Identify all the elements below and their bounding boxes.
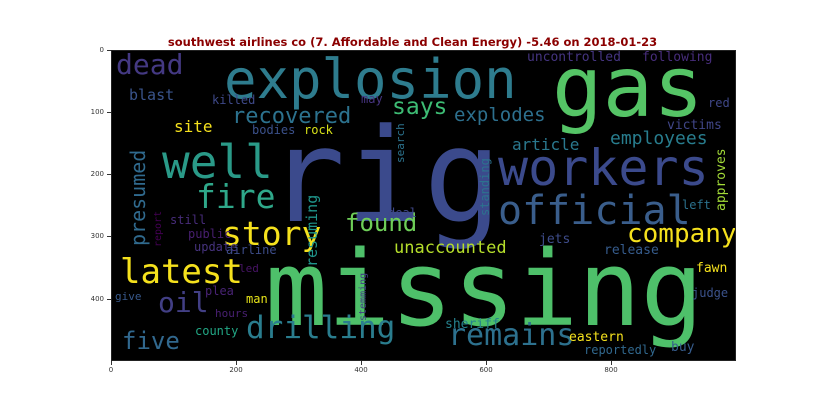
word-unaccounted: unaccounted bbox=[394, 238, 507, 258]
word-county: county bbox=[195, 324, 239, 338]
x-tick-label: 800 bbox=[604, 366, 618, 374]
y-tick-label: 0 bbox=[99, 46, 104, 54]
word-recovered: recovered bbox=[232, 104, 352, 129]
x-tick-mark bbox=[111, 361, 112, 365]
word-remains: remains bbox=[448, 318, 575, 353]
y-tick-mark bbox=[107, 236, 111, 237]
word-company: company bbox=[627, 219, 736, 249]
word-reportedly: reportedly bbox=[584, 343, 657, 357]
word-employees: employees bbox=[610, 128, 708, 149]
word-standing: standing bbox=[478, 158, 492, 216]
word-drilling: drilling bbox=[246, 310, 396, 346]
word-oil: oil bbox=[158, 286, 209, 319]
word-official: official bbox=[498, 188, 691, 234]
wordcloud-plot-area: rig missing gas explosion workers well o… bbox=[111, 50, 736, 361]
word-latest: latest bbox=[120, 252, 243, 292]
x-tick-mark bbox=[611, 361, 612, 365]
word-plea: plea bbox=[205, 284, 234, 298]
word-still: still bbox=[170, 213, 207, 227]
word-left: left bbox=[682, 198, 711, 212]
word-victims: victims bbox=[667, 118, 722, 133]
word-uncontrolled: uncontrolled bbox=[527, 50, 621, 65]
word-killed: killed bbox=[212, 93, 256, 107]
word-man: man bbox=[246, 292, 268, 306]
word-well: well bbox=[162, 135, 273, 189]
word-give: give bbox=[115, 290, 142, 303]
x-tick-mark bbox=[236, 361, 237, 365]
word-judge: judge bbox=[692, 286, 729, 300]
y-tick-mark bbox=[107, 112, 111, 113]
word-following: following bbox=[642, 50, 713, 65]
y-tick-mark bbox=[107, 174, 111, 175]
y-tick-label: 400 bbox=[90, 295, 104, 303]
word-buy: buy bbox=[671, 340, 695, 355]
y-tick-mark bbox=[107, 50, 111, 51]
word-sheriff: sheriff bbox=[445, 317, 500, 332]
word-workers: workers bbox=[498, 139, 709, 197]
word-update: update bbox=[194, 240, 238, 254]
word-site: site bbox=[174, 117, 213, 136]
word-jets: jets bbox=[539, 232, 571, 247]
word-led: led bbox=[239, 262, 259, 275]
word-public: public bbox=[188, 227, 232, 241]
word-deal: deal bbox=[388, 206, 417, 220]
word-rig: rig bbox=[267, 100, 502, 252]
word-five: five bbox=[122, 327, 180, 355]
word-story: story bbox=[222, 214, 322, 253]
word-gas: gas bbox=[552, 50, 704, 136]
y-tick-label: 100 bbox=[90, 108, 104, 116]
word-found: found bbox=[345, 209, 418, 237]
word-eastern: eastern bbox=[569, 330, 624, 345]
word-article: article bbox=[512, 135, 580, 154]
word-stemming: stemming bbox=[358, 272, 369, 321]
word-says: says bbox=[392, 94, 448, 120]
word-blast: blast bbox=[129, 86, 175, 104]
word-fire: fire bbox=[196, 177, 276, 216]
x-tick-label: 600 bbox=[479, 366, 493, 374]
word-explodes: explodes bbox=[454, 104, 546, 126]
word-approves: approves bbox=[714, 148, 729, 211]
word-presumed: presumed bbox=[126, 149, 150, 246]
word-airline: airline bbox=[226, 243, 277, 257]
y-tick-label: 200 bbox=[90, 170, 104, 178]
word-may: may bbox=[361, 92, 383, 106]
word-release: release bbox=[604, 243, 659, 258]
word-rock: rock bbox=[304, 123, 333, 137]
word-red: red bbox=[708, 96, 730, 110]
word-hours: hours bbox=[215, 307, 249, 320]
word-fawn: fawn bbox=[696, 261, 728, 276]
word-explosion: explosion bbox=[224, 50, 517, 111]
word-search: search bbox=[394, 123, 407, 163]
x-tick-label: 400 bbox=[354, 366, 368, 374]
word-bodies: bodies bbox=[252, 123, 296, 137]
x-tick-label: 200 bbox=[229, 366, 243, 374]
x-tick-label: 0 bbox=[108, 366, 114, 374]
y-tick-label: 300 bbox=[90, 232, 104, 240]
x-tick-mark bbox=[361, 361, 362, 365]
x-tick-mark bbox=[486, 361, 487, 365]
word-resuming: resuming bbox=[303, 194, 321, 267]
word-missing: missing bbox=[265, 228, 704, 350]
chart-title: southwest airlines co (7. Affordable and… bbox=[167, 35, 658, 49]
word-dead: dead bbox=[116, 50, 184, 81]
word-report: report bbox=[153, 210, 164, 247]
y-tick-mark bbox=[107, 299, 111, 300]
